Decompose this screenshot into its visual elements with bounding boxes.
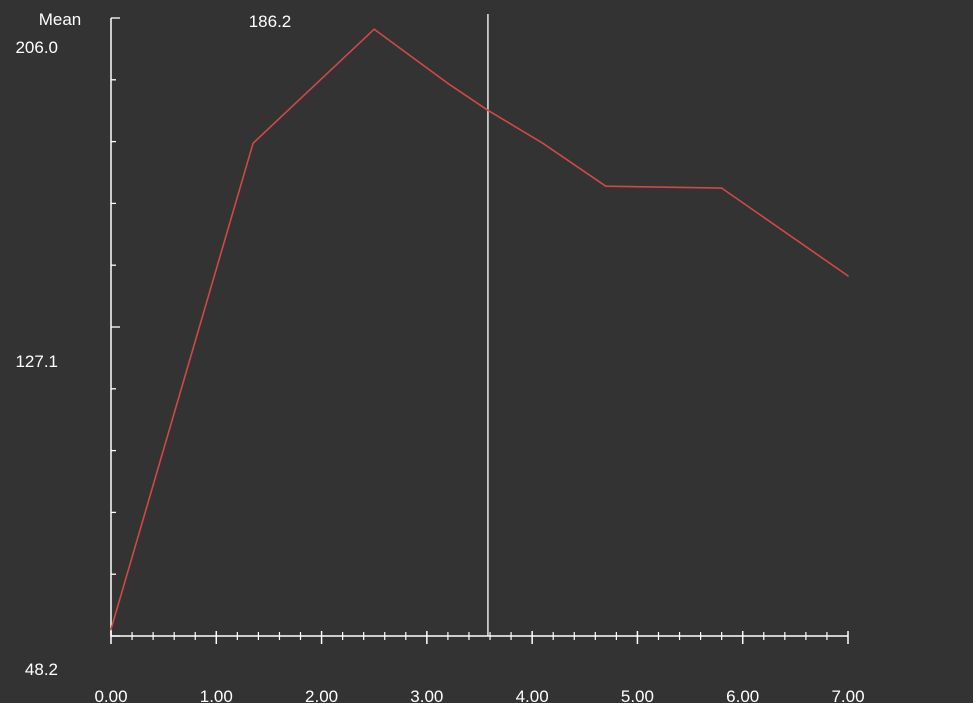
x-tick-labels: 0.00 1.00 2.00 3.00 4.00 5.00 6.00 7.00 [94,687,864,703]
y-tick-label: 206.0 [15,38,58,57]
data-point [373,28,376,30]
x-tick-label: 1.00 [200,687,233,703]
x-tick-label: 3.00 [410,687,443,703]
x-tick-label: 0.00 [94,687,127,703]
y-tick-label: 48.2 [25,660,58,679]
x-tick-label: 2.00 [305,687,338,703]
y-tick-label: 127.1 [15,352,58,371]
series-line [110,28,849,630]
axes [110,17,849,644]
data-point [447,82,449,85]
y-axis-title: Mean [39,10,82,29]
data-point [541,142,544,145]
x-tick-label: 7.00 [831,687,864,703]
cursor-value-label: 186.2 [249,12,292,31]
y-tick-labels: 206.0 127.1 48.2 [15,38,58,679]
series-layer [110,28,849,631]
x-tick-label: 6.00 [726,687,759,703]
x-tick-label: 5.00 [621,687,654,703]
data-point [720,187,723,189]
data-point [605,185,607,188]
data-point [252,142,254,145]
data-point [487,109,489,112]
x-axis-ticks [110,631,849,644]
data-point [847,275,849,277]
y-axis-ticks [111,17,120,637]
x-tick-label: 4.00 [516,687,549,703]
data-point [110,628,112,631]
